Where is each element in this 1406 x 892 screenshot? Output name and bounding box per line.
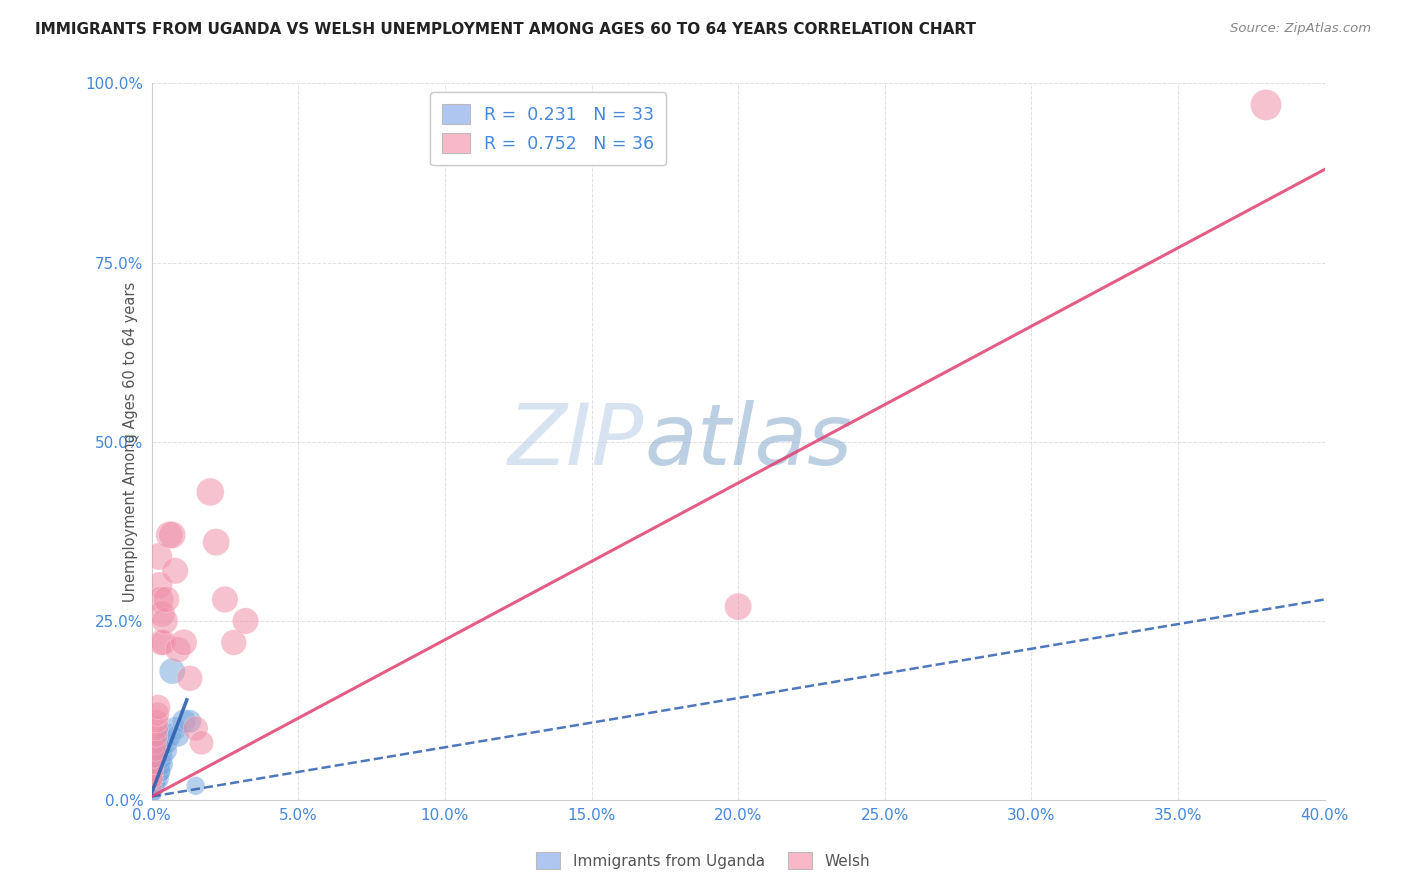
Point bbox=[205, 535, 228, 549]
Text: IMMIGRANTS FROM UGANDA VS WELSH UNEMPLOYMENT AMONG AGES 60 TO 64 YEARS CORRELATI: IMMIGRANTS FROM UGANDA VS WELSH UNEMPLOY… bbox=[35, 22, 976, 37]
Point bbox=[179, 671, 201, 685]
Point bbox=[150, 757, 173, 772]
Point bbox=[167, 642, 190, 657]
Point bbox=[214, 592, 236, 607]
Point bbox=[157, 528, 180, 542]
Text: atlas: atlas bbox=[644, 401, 852, 483]
Point bbox=[165, 722, 187, 736]
Point bbox=[146, 707, 169, 722]
Point bbox=[222, 635, 245, 649]
Point bbox=[146, 700, 169, 714]
Point bbox=[145, 722, 167, 736]
Point bbox=[146, 757, 169, 772]
Point bbox=[152, 635, 174, 649]
Point bbox=[150, 607, 173, 621]
Point bbox=[143, 750, 166, 764]
Legend: R =  0.231   N = 33, R =  0.752   N = 36: R = 0.231 N = 33, R = 0.752 N = 36 bbox=[430, 92, 666, 165]
Point bbox=[167, 729, 190, 743]
Point bbox=[142, 786, 165, 800]
Point bbox=[173, 714, 195, 729]
Point bbox=[143, 779, 166, 793]
Point bbox=[160, 664, 183, 678]
Point bbox=[150, 743, 173, 757]
Point bbox=[146, 757, 169, 772]
Point bbox=[146, 772, 169, 786]
Point bbox=[145, 764, 167, 779]
Point bbox=[145, 779, 167, 793]
Point bbox=[143, 764, 166, 779]
Point bbox=[142, 772, 165, 786]
Point bbox=[150, 635, 173, 649]
Point bbox=[153, 614, 176, 628]
Point bbox=[160, 528, 183, 542]
Point bbox=[153, 743, 176, 757]
Point bbox=[184, 779, 207, 793]
Point bbox=[142, 779, 165, 793]
Point bbox=[727, 599, 749, 614]
Point bbox=[148, 549, 170, 564]
Point bbox=[148, 578, 170, 592]
Point bbox=[145, 729, 167, 743]
Point bbox=[141, 779, 163, 793]
Point bbox=[142, 772, 165, 786]
Point bbox=[173, 635, 195, 649]
Point bbox=[155, 736, 177, 750]
Text: Source: ZipAtlas.com: Source: ZipAtlas.com bbox=[1230, 22, 1371, 36]
Point bbox=[157, 729, 180, 743]
Point bbox=[184, 722, 207, 736]
Point bbox=[145, 743, 167, 757]
Point bbox=[200, 485, 222, 500]
Point bbox=[146, 714, 169, 729]
Y-axis label: Unemployment Among Ages 60 to 64 years: Unemployment Among Ages 60 to 64 years bbox=[122, 282, 138, 602]
Point bbox=[143, 757, 166, 772]
Point bbox=[142, 772, 165, 786]
Point bbox=[145, 772, 167, 786]
Point bbox=[145, 772, 167, 786]
Point bbox=[179, 714, 201, 729]
Point bbox=[148, 764, 170, 779]
Point bbox=[165, 564, 187, 578]
Point bbox=[190, 736, 212, 750]
Point bbox=[149, 592, 172, 607]
Point bbox=[143, 736, 166, 750]
Point bbox=[141, 779, 163, 793]
Point bbox=[146, 764, 169, 779]
Point bbox=[142, 764, 165, 779]
Point bbox=[155, 592, 177, 607]
Point bbox=[1254, 98, 1277, 112]
Point bbox=[141, 786, 163, 800]
Point bbox=[149, 750, 172, 764]
Point bbox=[235, 614, 257, 628]
Text: ZIP: ZIP bbox=[508, 401, 644, 483]
Legend: Immigrants from Uganda, Welsh: Immigrants from Uganda, Welsh bbox=[530, 846, 876, 875]
Point bbox=[148, 750, 170, 764]
Point bbox=[148, 764, 170, 779]
Point bbox=[148, 757, 170, 772]
Point bbox=[152, 736, 174, 750]
Point bbox=[143, 772, 166, 786]
